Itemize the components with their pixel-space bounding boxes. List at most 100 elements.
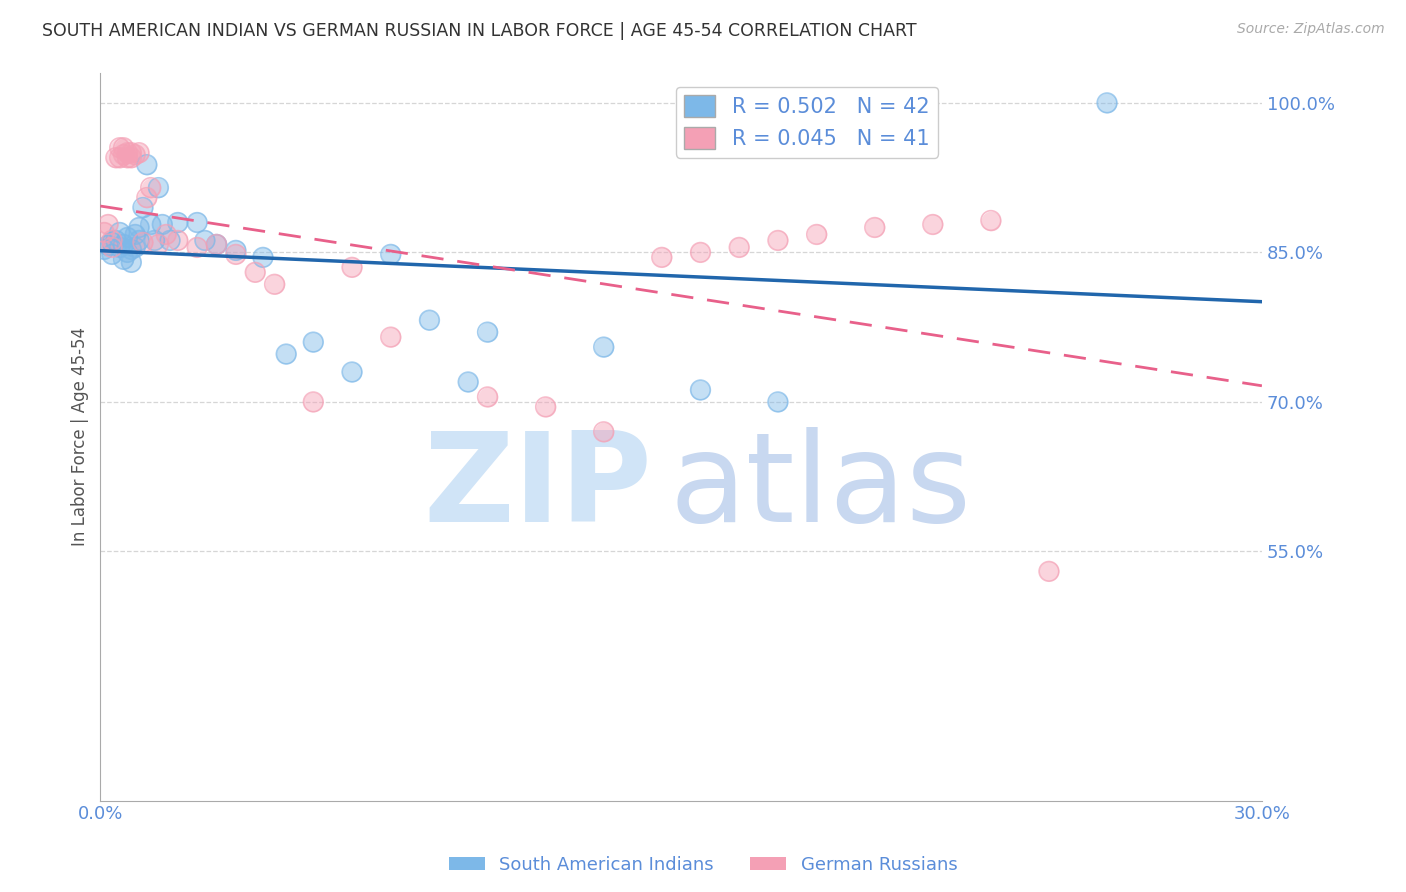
Point [97,238,120,252]
Point [117,230,139,244]
Point [93,243,115,257]
Point [155,227,177,242]
Point [132,235,155,250]
Point [418,313,440,327]
Point [340,365,363,379]
Point [120,243,142,257]
Point [108,141,131,155]
Point [108,151,131,165]
Point [766,395,789,409]
Point [302,395,325,409]
Point [117,151,139,165]
Point [139,180,162,194]
Point [120,145,142,160]
Point [120,243,142,257]
Point [148,180,170,194]
Point [1095,95,1118,110]
Point [104,151,127,165]
Point [135,158,157,172]
Point [225,244,247,258]
Point [155,227,177,242]
Point [689,245,711,260]
Point [139,218,162,232]
Point [1038,565,1060,579]
Point [194,234,217,248]
Point [120,151,142,165]
Point [128,145,150,160]
Point [104,234,127,248]
Point [159,234,181,248]
Point [1095,95,1118,110]
Point [112,252,135,267]
Point [150,218,173,232]
Point [651,251,673,265]
Point [166,215,188,229]
Text: Source: ZipAtlas.com: Source: ZipAtlas.com [1237,22,1385,37]
Point [276,347,298,361]
Point [1038,565,1060,579]
Point [135,190,157,204]
Point [921,218,943,232]
Point [128,220,150,235]
Point [766,234,789,248]
Y-axis label: In Labor Force | Age 45-54: In Labor Force | Age 45-54 [72,327,89,546]
Point [766,395,789,409]
Point [380,330,402,344]
Point [457,375,479,389]
Point [159,234,181,248]
Point [728,240,751,254]
Point [101,234,124,248]
Point [806,227,828,242]
Point [166,215,188,229]
Point [245,265,267,279]
Point [766,234,789,248]
Point [225,247,247,261]
Point [340,260,363,275]
Point [194,234,217,248]
Point [108,240,131,254]
Point [97,218,120,232]
Point [186,240,208,254]
Point [104,234,127,248]
Point [93,226,115,240]
Point [128,234,150,248]
Point [252,251,274,265]
Legend: R = 0.502   N = 42, R = 0.045   N = 41: R = 0.502 N = 42, R = 0.045 N = 41 [676,87,938,158]
Point [124,147,146,161]
Point [477,325,499,339]
Point [104,151,127,165]
Point [120,145,142,160]
Point [135,158,157,172]
Legend: South American Indians, German Russians: South American Indians, German Russians [441,849,965,881]
Point [101,240,124,254]
Point [97,218,120,232]
Point [101,234,124,248]
Point [592,340,614,354]
Point [112,141,135,155]
Point [117,230,139,244]
Point [166,234,188,248]
Point [97,238,120,252]
Point [117,151,139,165]
Point [124,227,146,242]
Point [302,335,325,350]
Point [340,365,363,379]
Point [689,383,711,397]
Point [302,335,325,350]
Point [186,215,208,229]
Point [132,201,155,215]
Point [108,226,131,240]
Point [128,234,150,248]
Point [689,383,711,397]
Point [132,201,155,215]
Point [150,218,173,232]
Point [132,235,155,250]
Point [276,347,298,361]
Point [205,237,228,252]
Point [186,240,208,254]
Point [534,400,557,414]
Point [980,213,1002,227]
Point [225,247,247,261]
Point [108,151,131,165]
Point [728,240,751,254]
